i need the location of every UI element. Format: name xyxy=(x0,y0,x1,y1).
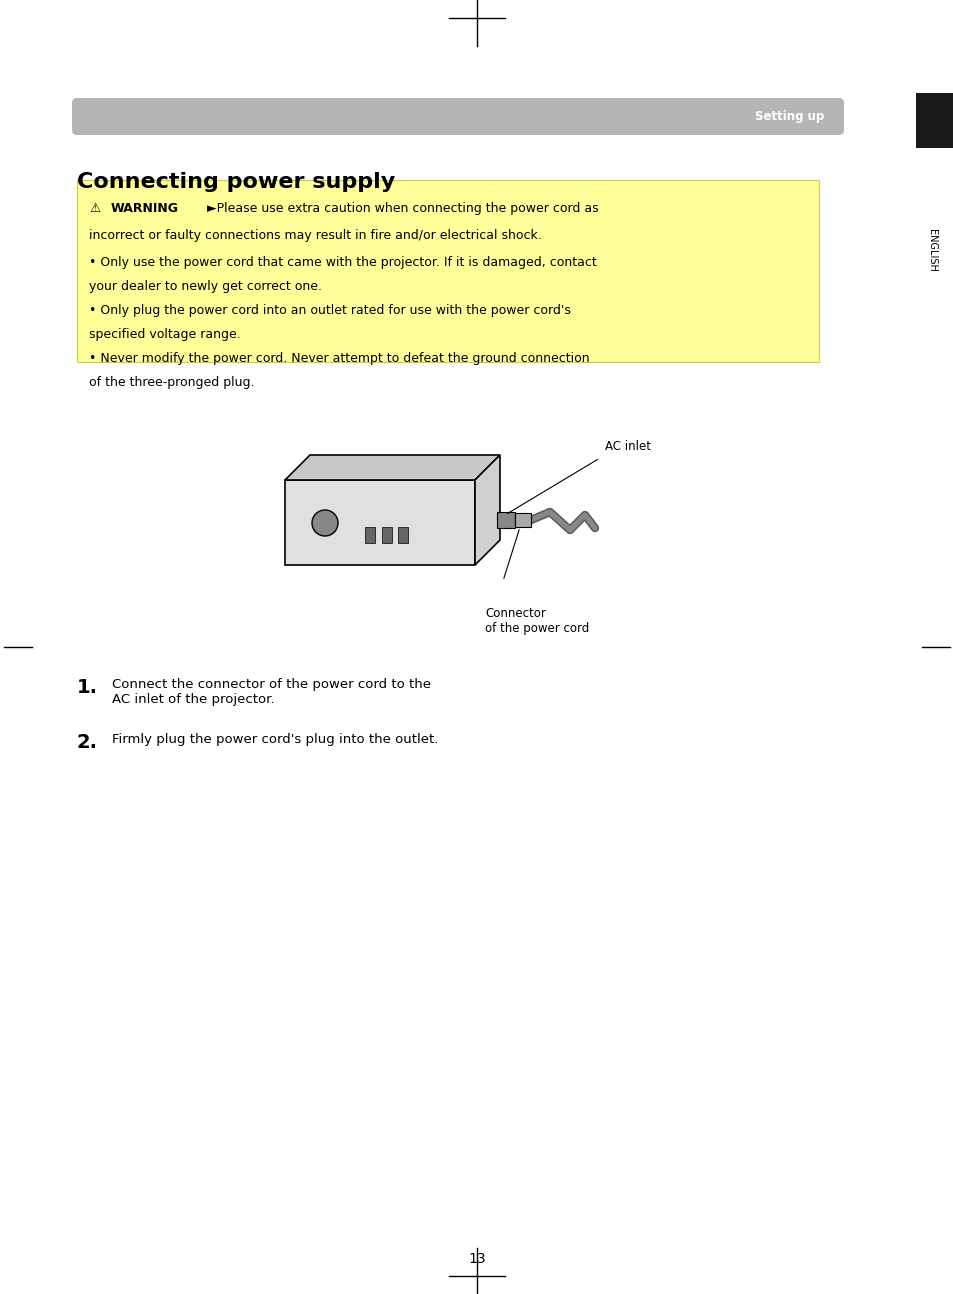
Bar xyxy=(77,180,818,362)
Text: AC inlet: AC inlet xyxy=(604,440,650,453)
Text: of the three-pronged plug.: of the three-pronged plug. xyxy=(89,377,254,389)
Text: 1.: 1. xyxy=(77,678,98,697)
Text: • Only use the power cord that came with the projector. If it is damaged, contac: • Only use the power cord that came with… xyxy=(89,256,597,269)
Text: your dealer to newly get correct one.: your dealer to newly get correct one. xyxy=(89,280,322,292)
Text: Connect the connector of the power cord to the
AC inlet of the projector.: Connect the connector of the power cord … xyxy=(112,678,431,707)
Text: Setting up: Setting up xyxy=(754,110,823,123)
Text: • Never modify the power cord. Never attempt to defeat the ground connection: • Never modify the power cord. Never att… xyxy=(89,352,589,365)
FancyBboxPatch shape xyxy=(71,98,843,135)
Polygon shape xyxy=(285,455,499,480)
Text: ⚠: ⚠ xyxy=(89,202,100,215)
Bar xyxy=(515,512,531,527)
Text: 2.: 2. xyxy=(77,732,98,752)
Text: incorrect or faulty connections may result in fire and/or electrical shock.: incorrect or faulty connections may resu… xyxy=(89,229,541,242)
Text: WARNING: WARNING xyxy=(111,202,179,215)
Bar xyxy=(381,527,392,543)
Text: 13: 13 xyxy=(468,1253,485,1266)
Text: Firmly plug the power cord's plug into the outlet.: Firmly plug the power cord's plug into t… xyxy=(112,732,438,747)
Bar xyxy=(915,93,953,148)
Circle shape xyxy=(312,510,337,536)
Bar xyxy=(397,527,408,543)
Text: specified voltage range.: specified voltage range. xyxy=(89,327,240,342)
Polygon shape xyxy=(475,455,499,565)
Bar xyxy=(497,512,515,528)
Text: Connector
of the power cord: Connector of the power cord xyxy=(484,607,589,635)
Polygon shape xyxy=(285,480,475,565)
Bar xyxy=(365,527,375,543)
Text: Connecting power supply: Connecting power supply xyxy=(77,172,395,192)
Text: • Only plug the power cord into an outlet rated for use with the power cord's: • Only plug the power cord into an outle… xyxy=(89,304,570,317)
Text: ENGLISH: ENGLISH xyxy=(926,229,936,272)
Text: ►Please use extra caution when connecting the power cord as: ►Please use extra caution when connectin… xyxy=(207,202,598,215)
